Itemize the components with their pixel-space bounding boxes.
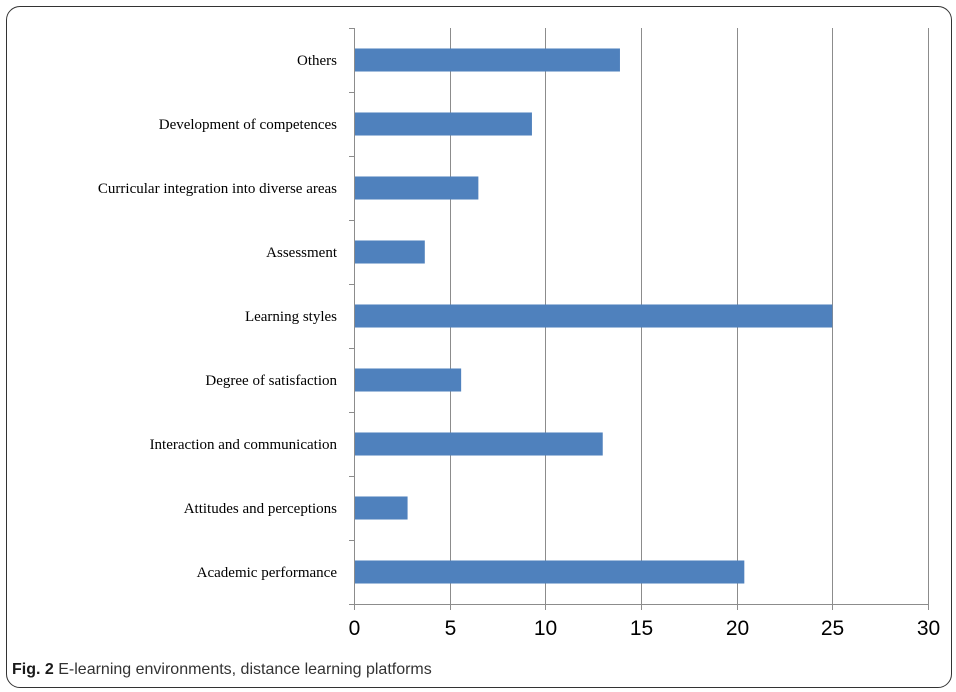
x-tick-label: 15 [630, 617, 653, 640]
category-label: Others [297, 53, 337, 69]
bar [355, 560, 745, 584]
bar [355, 48, 620, 72]
category-label: Interaction and communication [150, 437, 338, 453]
category-labels: Others Development of competences Curricul… [98, 53, 338, 581]
bar [355, 496, 408, 520]
x-tick-label: 25 [821, 617, 844, 640]
figure-caption-text: E-learning environments, distance learni… [58, 661, 432, 678]
category-label: Attitudes and perceptions [184, 501, 337, 517]
axes [349, 28, 929, 610]
figure-caption: Fig. 2 E-learning environments, distance… [12, 661, 432, 679]
category-label: Development of competences [159, 117, 337, 133]
bar [355, 368, 462, 392]
category-label: Academic performance [197, 565, 338, 581]
category-label: Curricular integration into diverse area… [98, 181, 337, 197]
bar [355, 432, 603, 456]
category-label: Learning styles [245, 309, 337, 325]
x-tick-label: 0 [349, 617, 361, 640]
bars [355, 48, 833, 584]
category-label: Assessment [266, 245, 338, 261]
bar [355, 112, 532, 136]
x-tick-label: 30 [917, 617, 940, 640]
x-tick-label: 10 [534, 617, 557, 640]
x-tick-label: 5 [445, 617, 457, 640]
figure-label: Fig. 2 [12, 661, 54, 678]
bar [355, 176, 479, 200]
bar [355, 304, 833, 328]
bar [355, 240, 425, 264]
category-label: Degree of satisfaction [205, 373, 337, 389]
x-tick-label: 20 [726, 617, 749, 640]
tick-labels: 0 5 10 15 20 25 30 [349, 617, 941, 640]
